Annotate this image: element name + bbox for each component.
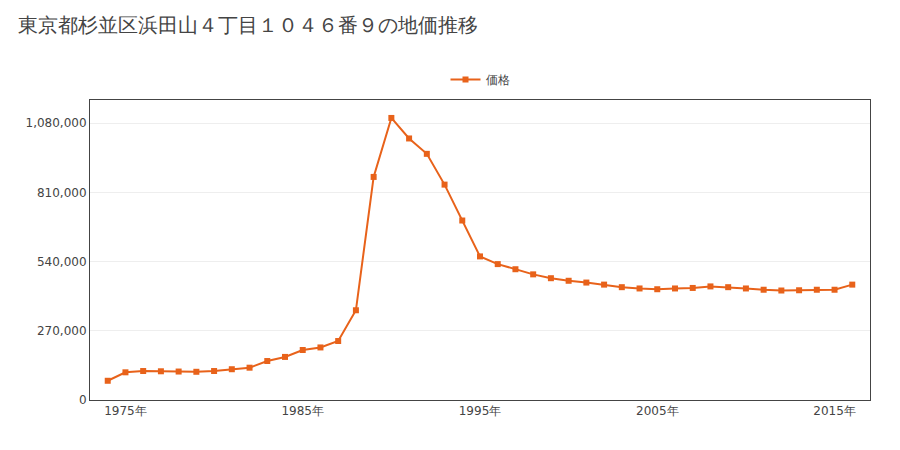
svg-text:810,000: 810,000 [37, 186, 87, 200]
svg-text:2005年: 2005年 [636, 404, 679, 418]
svg-text:東京都杉並区浜田山４丁目１０４６番９の地価推移: 東京都杉並区浜田山４丁目１０４６番９の地価推移 [18, 13, 478, 37]
svg-text:1975年: 1975年 [104, 404, 147, 418]
svg-text:0: 0 [79, 393, 87, 407]
svg-text:1,080,000: 1,080,000 [26, 116, 87, 130]
svg-text:2015年: 2015年 [813, 404, 856, 418]
svg-text:270,000: 270,000 [37, 324, 87, 338]
svg-text:1985年: 1985年 [281, 404, 324, 418]
svg-text:540,000: 540,000 [37, 255, 87, 269]
svg-text:1995年: 1995年 [459, 404, 502, 418]
svg-text:価格: 価格 [486, 73, 510, 87]
